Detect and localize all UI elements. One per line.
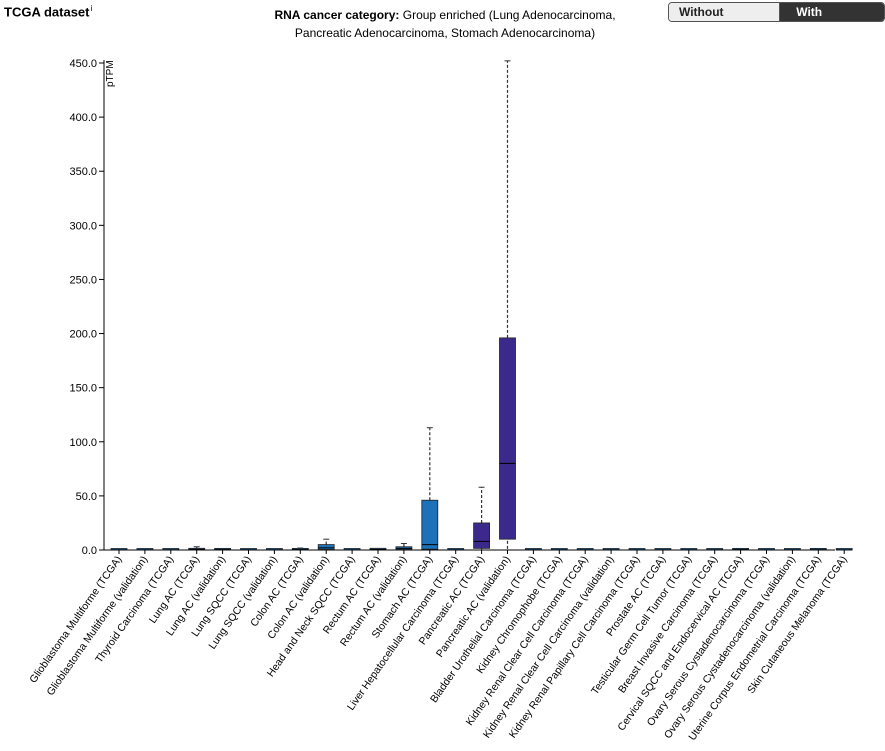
info-icon[interactable]: i bbox=[90, 4, 93, 13]
box bbox=[317, 544, 335, 550]
chart-title: RNA cancer category: Group enriched (Lun… bbox=[250, 6, 640, 42]
without-outliers-button[interactable]: Without outliers bbox=[669, 3, 781, 21]
y-tick-label: 0.0 bbox=[82, 545, 97, 557]
y-tick-label: 350.0 bbox=[69, 166, 97, 178]
category-value-line1: Group enriched (Lung Adenocarcinoma, bbox=[402, 8, 616, 22]
dataset-title-text: TCGA dataset bbox=[4, 4, 90, 20]
dataset-title: TCGA dataseti bbox=[4, 4, 92, 19]
category-label: RNA cancer category: bbox=[274, 8, 400, 22]
x-tick-label: Glioblastoma Multiforme (validation) bbox=[44, 554, 150, 698]
y-tick-label: 250.0 bbox=[69, 274, 97, 286]
with-outliers-button[interactable]: With outliers bbox=[780, 3, 884, 21]
y-tick-label: 100.0 bbox=[69, 437, 97, 449]
y-tick-label: 300.0 bbox=[69, 220, 97, 232]
y-tick-label: 50.0 bbox=[76, 491, 97, 503]
y-tick-label: 400.0 bbox=[69, 112, 97, 124]
y-tick-label: 150.0 bbox=[69, 383, 97, 395]
y-axis-label: pTPM bbox=[105, 60, 116, 87]
y-tick-label: 450.0 bbox=[69, 58, 97, 70]
box bbox=[473, 522, 491, 549]
box bbox=[421, 499, 439, 550]
outliers-toggle: Without outliers With outliers bbox=[668, 2, 885, 22]
box bbox=[499, 337, 516, 540]
category-value-line2: Pancreatic Adenocarcinoma, Stomach Adeno… bbox=[294, 26, 596, 40]
y-tick-label: 200.0 bbox=[69, 329, 97, 341]
